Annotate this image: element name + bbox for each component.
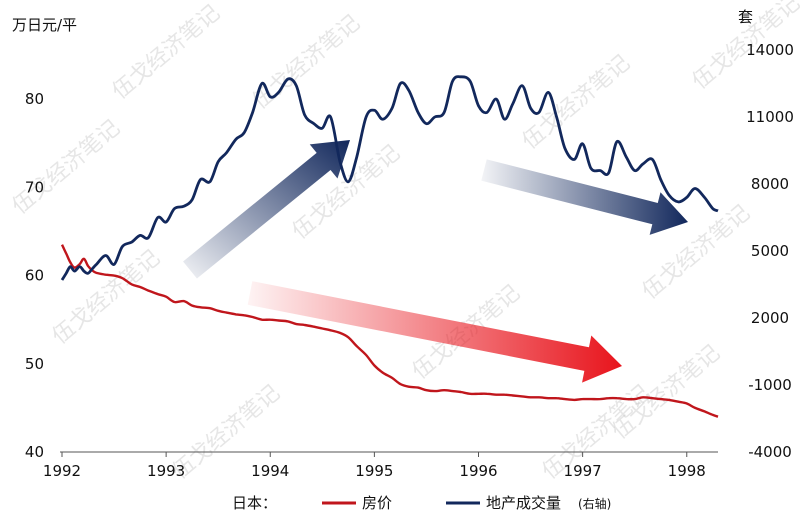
right-tick-label: 5000: [751, 242, 789, 260]
left-tick-label: 40: [25, 443, 44, 461]
left-tick-label: 80: [25, 90, 44, 108]
left-tick-label: 70: [25, 178, 44, 196]
trend-arrows: [183, 140, 688, 383]
arrow-price-down: [247, 281, 622, 383]
watermark-text: 伍戈经济笔记: [288, 141, 405, 245]
series-layer: [60, 75, 719, 418]
watermark-text: 伍戈经济笔记: [108, 1, 225, 105]
legend: 日本： 房价 地产成交量 (右轴): [232, 494, 611, 512]
left-axis-ticks: 40 50 60 70 80: [25, 90, 44, 461]
x-tick-label: 1994: [251, 462, 289, 480]
x-tick-label: 1993: [147, 462, 185, 480]
arrow-volume-up: [183, 140, 350, 279]
watermark-text: 伍戈经济笔记: [8, 116, 125, 220]
x-tick-label: 1992: [43, 462, 81, 480]
watermark-text: 伍戈经济笔记: [518, 51, 635, 155]
watermark-text: 伍戈经济笔记: [48, 246, 165, 350]
x-tick-label: 1995: [355, 462, 393, 480]
x-tick-label: 1996: [459, 462, 497, 480]
right-tick-label: 8000: [751, 175, 789, 193]
right-tick-label: 2000: [751, 309, 789, 327]
legend-prefix: 日本：: [232, 494, 277, 512]
left-tick-label: 60: [25, 267, 44, 285]
right-tick-label: 14000: [746, 41, 794, 59]
legend-right-axis-note: (右轴): [578, 496, 611, 511]
series-line-volume: [60, 75, 719, 281]
right-tick-label: -1000: [748, 376, 792, 394]
arrow-volume-down: [481, 159, 688, 235]
right-tick-label: -4000: [748, 443, 792, 461]
left-tick-label: 50: [25, 355, 44, 373]
right-axis-unit: 套: [738, 8, 753, 26]
x-axis-ticks: 1992 1993 1994 1995 1996 1997 1998: [43, 452, 706, 480]
series-line-price: [60, 244, 719, 418]
legend-label-price: 房价: [362, 494, 392, 512]
left-axis-unit: 万日元/平: [12, 16, 77, 34]
legend-label-volume: 地产成交量: [486, 494, 561, 512]
x-tick-label: 1998: [668, 462, 706, 480]
right-tick-label: 11000: [746, 108, 794, 126]
right-axis-ticks: -4000 -1000 2000 5000 8000 11000 14000: [746, 41, 794, 461]
x-tick-label: 1997: [564, 462, 602, 480]
watermark-text: 伍戈经济笔记: [248, 11, 365, 115]
